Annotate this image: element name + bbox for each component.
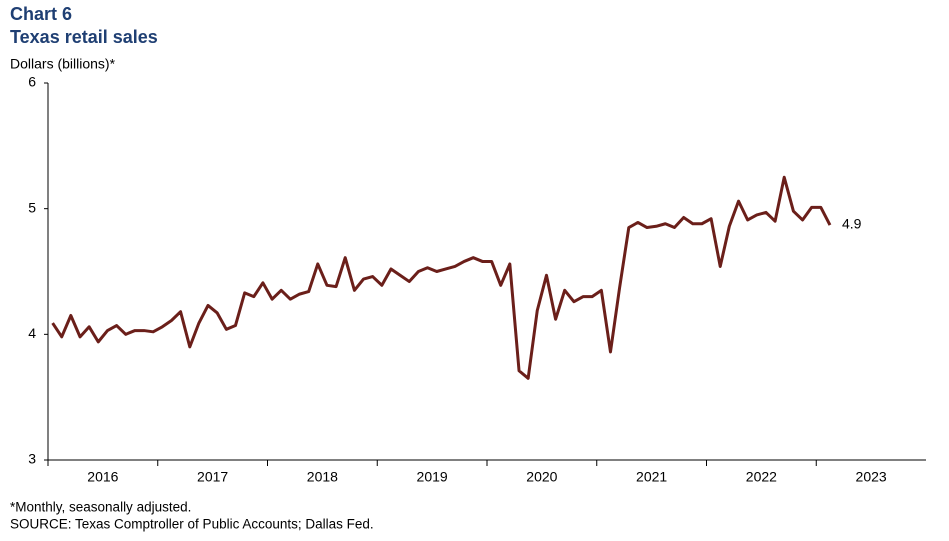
- y-tick-label: 4: [28, 325, 36, 341]
- y-tick-label: 5: [28, 199, 36, 215]
- y-tick-label: 6: [28, 74, 36, 90]
- y-axis-label: Dollars (billions)*: [10, 56, 116, 72]
- x-tick-label: 2020: [526, 469, 557, 485]
- x-tick-label: 2023: [856, 469, 887, 485]
- x-tick-label: 2022: [746, 469, 777, 485]
- value-label: 4.9: [842, 216, 862, 232]
- chart-title: Chart 6: [10, 4, 72, 24]
- x-tick-label: 2017: [197, 469, 228, 485]
- x-tick-label: 2018: [307, 469, 338, 485]
- x-tick-label: 2016: [87, 469, 118, 485]
- data-line: [51, 175, 832, 380]
- y-tick-label: 3: [28, 451, 36, 467]
- footnote: *Monthly, seasonally adjusted.: [10, 500, 191, 515]
- chart-subtitle: Texas retail sales: [10, 27, 158, 47]
- x-tick-label: 2021: [636, 469, 667, 485]
- x-tick-label: 2019: [417, 469, 448, 485]
- source: SOURCE: Texas Comptroller of Public Acco…: [10, 517, 374, 532]
